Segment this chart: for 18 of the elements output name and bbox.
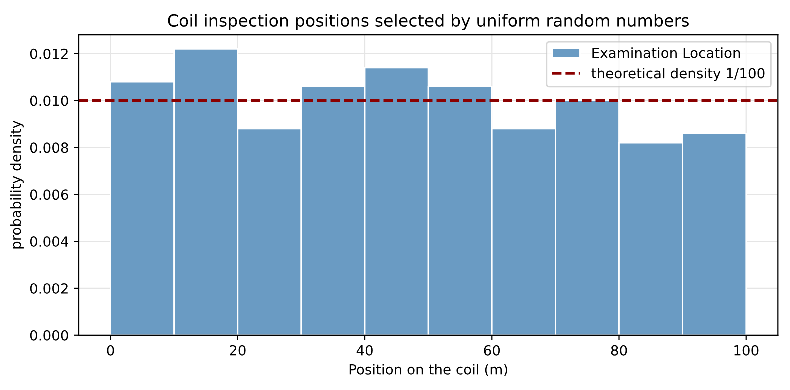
y-tick-label: 0.006 xyxy=(30,190,68,200)
x-tick-label: 100 xyxy=(734,345,759,356)
y-tick-label: 0.002 xyxy=(30,283,68,294)
legend-label: theoretical density 1/100 xyxy=(592,68,765,82)
y-tick-label: 0.012 xyxy=(30,48,68,60)
y-tick-label: 0.008 xyxy=(30,142,68,154)
x-tick-label: 60 xyxy=(484,345,500,356)
x-tick-label: 0 xyxy=(107,345,114,356)
x-axis-title: Position on the coil (m) xyxy=(350,364,508,377)
legend-label: Examination Location xyxy=(592,48,740,58)
chart-title: Coil inspection positions selected by uniform random numbers xyxy=(168,14,689,30)
x-tick-label: 80 xyxy=(611,345,628,356)
y-tick-label: 0.000 xyxy=(30,330,68,341)
y-tick-label: 0.010 xyxy=(30,96,68,106)
y-tick-label: 0.004 xyxy=(30,236,68,248)
x-tick-label: 40 xyxy=(356,345,373,356)
x-tick-label: 20 xyxy=(230,345,246,356)
y-axis-title: probability density xyxy=(10,120,24,249)
